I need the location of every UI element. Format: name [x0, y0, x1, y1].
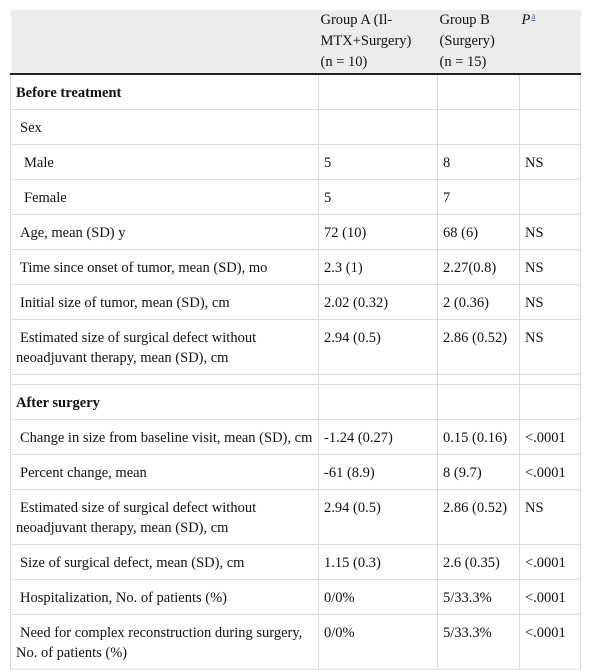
p-value	[519, 179, 581, 215]
p-value: NS	[519, 319, 581, 375]
row-label: Estimated size of surgical defect withou…	[10, 319, 319, 375]
table-row: Sex	[10, 109, 581, 145]
table-row: Hospitalization, No. of patients (%) 0/0…	[10, 579, 581, 615]
group-a-value: 0/0%	[318, 614, 438, 670]
group-a-value: 1.15 (0.3)	[318, 544, 438, 580]
group-a-value: 2.94 (0.5)	[318, 319, 438, 375]
table-row: Percent change, mean -61 (8.9) 8 (9.7) <…	[10, 454, 581, 490]
p-value: <.0001	[519, 579, 581, 615]
group-b-value	[437, 109, 520, 145]
footnote-a-link[interactable]: a	[531, 11, 536, 21]
header-group-a: Group A (Il-MTX+Surgery) (n = 10)	[318, 10, 438, 75]
group-a-value: 72 (10)	[318, 214, 438, 250]
row-label: Change in size from baseline visit, mean…	[10, 419, 319, 455]
results-table: Group A (Il-MTX+Surgery) (n = 10) Group …	[10, 10, 581, 670]
header-group-a-n: (n = 10)	[320, 54, 368, 70]
header-p-value: Pa	[519, 10, 581, 75]
group-b-value: 2 (0.36)	[437, 284, 520, 320]
table-row: Change in size from baseline visit, mean…	[10, 419, 581, 455]
group-a-value: 0/0%	[318, 579, 438, 615]
table-body: Before treatment Sex Male 5 8 NS Female …	[10, 73, 581, 670]
group-b-value: 2.27(0.8)	[437, 249, 520, 285]
group-b-value: 0.15 (0.16)	[437, 419, 520, 455]
p-value: <.0001	[519, 454, 581, 490]
p-value: NS	[519, 489, 581, 545]
table-row: Estimated size of surgical defect withou…	[10, 319, 581, 375]
group-a-value: 5	[318, 179, 438, 215]
p-value: NS	[519, 249, 581, 285]
group-b-value: 5/33.3%	[437, 579, 520, 615]
header-group-b-n: (n = 15)	[439, 54, 487, 70]
row-label: Need for complex reconstruction during s…	[10, 614, 319, 670]
row-label: Male	[10, 144, 319, 180]
group-a-value: -1.24 (0.27)	[318, 419, 438, 455]
row-label: Percent change, mean	[10, 454, 319, 490]
group-a-value: 2.02 (0.32)	[318, 284, 438, 320]
table-row: Time since onset of tumor, mean (SD), mo…	[10, 249, 581, 285]
header-row: Group A (Il-MTX+Surgery) (n = 10) Group …	[10, 10, 581, 75]
section-title-after: After surgery	[10, 384, 319, 420]
table-row: Estimated size of surgical defect withou…	[10, 489, 581, 545]
group-b-value: 7	[437, 179, 520, 215]
group-b-value: 2.6 (0.35)	[437, 544, 520, 580]
group-a-value: -61 (8.9)	[318, 454, 438, 490]
p-value	[519, 109, 581, 145]
group-b-value: 5/33.3%	[437, 614, 520, 670]
table-row: Female 5 7	[10, 179, 581, 215]
row-label: Size of surgical defect, mean (SD), cm	[10, 544, 319, 580]
group-b-value: 2.86 (0.52)	[437, 489, 520, 545]
group-a-value: 2.94 (0.5)	[318, 489, 438, 545]
table-row: Male 5 8 NS	[10, 144, 581, 180]
section-row-before: Before treatment	[10, 73, 581, 110]
row-label: Time since onset of tumor, mean (SD), mo	[10, 249, 319, 285]
header-group-b: Group B (Surgery) (n = 15)	[437, 10, 520, 75]
section-row-after: After surgery	[10, 384, 581, 420]
row-label: Sex	[10, 109, 319, 145]
p-value: <.0001	[519, 544, 581, 580]
p-value: NS	[519, 144, 581, 180]
p-value: NS	[519, 214, 581, 250]
group-b-value: 2.86 (0.52)	[437, 319, 520, 375]
table-row: Size of surgical defect, mean (SD), cm 1…	[10, 544, 581, 580]
p-value: NS	[519, 284, 581, 320]
header-p-label: P	[521, 12, 531, 28]
header-group-a-title: Group A (Il-MTX+Surgery)	[320, 12, 412, 49]
table-row: Need for complex reconstruction during s…	[10, 614, 581, 670]
header-empty-cell	[10, 10, 319, 75]
row-label: Female	[10, 179, 319, 215]
p-value: <.0001	[519, 419, 581, 455]
group-b-value: 68 (6)	[437, 214, 520, 250]
row-label: Initial size of tumor, mean (SD), cm	[10, 284, 319, 320]
row-label: Age, mean (SD) y	[10, 214, 319, 250]
group-a-value: 2.3 (1)	[318, 249, 438, 285]
p-value: <.0001	[519, 614, 581, 670]
section-title-before: Before treatment	[10, 73, 319, 110]
group-b-value: 8 (9.7)	[437, 454, 520, 490]
spacer-row	[10, 374, 581, 385]
table-header: Group A (Il-MTX+Surgery) (n = 10) Group …	[10, 10, 581, 75]
table-row: Initial size of tumor, mean (SD), cm 2.0…	[10, 284, 581, 320]
row-label: Estimated size of surgical defect withou…	[10, 489, 319, 545]
table-row: Age, mean (SD) y 72 (10) 68 (6) NS	[10, 214, 581, 250]
row-label: Hospitalization, No. of patients (%)	[10, 579, 319, 615]
group-a-value	[318, 109, 438, 145]
header-group-b-title: Group B (Surgery)	[439, 12, 495, 49]
group-a-value: 5	[318, 144, 438, 180]
results-table-container: Group A (Il-MTX+Surgery) (n = 10) Group …	[10, 10, 581, 670]
group-b-value: 8	[437, 144, 520, 180]
